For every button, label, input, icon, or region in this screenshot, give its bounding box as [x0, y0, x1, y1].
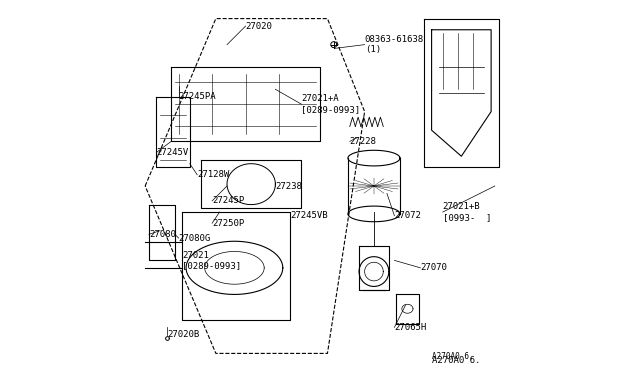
Text: A270A0 6.: A270A0 6. [431, 352, 473, 361]
Text: 27021
[0289-0993]: 27021 [0289-0993] [182, 251, 241, 270]
Text: 27072: 27072 [394, 211, 421, 220]
Text: 27020: 27020 [246, 22, 273, 31]
Text: 27245V: 27245V [156, 148, 189, 157]
Text: 27245VB: 27245VB [291, 211, 328, 220]
Text: 27065H: 27065H [394, 323, 427, 332]
Text: 27080: 27080 [149, 230, 176, 239]
Text: 27245P: 27245P [212, 196, 244, 205]
Text: 27128W: 27128W [197, 170, 230, 179]
Text: 08363-61638
(1): 08363-61638 (1) [365, 35, 424, 54]
Text: 27080G: 27080G [179, 234, 211, 243]
Text: 27238: 27238 [275, 182, 302, 190]
Text: 27021+A
[0289-0993]: 27021+A [0289-0993] [301, 94, 360, 114]
Text: 27020B: 27020B [168, 330, 200, 339]
Text: 27021+B
[0993-  ]: 27021+B [0993- ] [443, 202, 491, 222]
Text: 27070: 27070 [420, 263, 447, 272]
Text: 27245PA: 27245PA [179, 92, 216, 101]
Text: 27250P: 27250P [212, 219, 244, 228]
Text: A270A0 6.: A270A0 6. [431, 356, 480, 365]
Text: 27228: 27228 [349, 137, 376, 146]
